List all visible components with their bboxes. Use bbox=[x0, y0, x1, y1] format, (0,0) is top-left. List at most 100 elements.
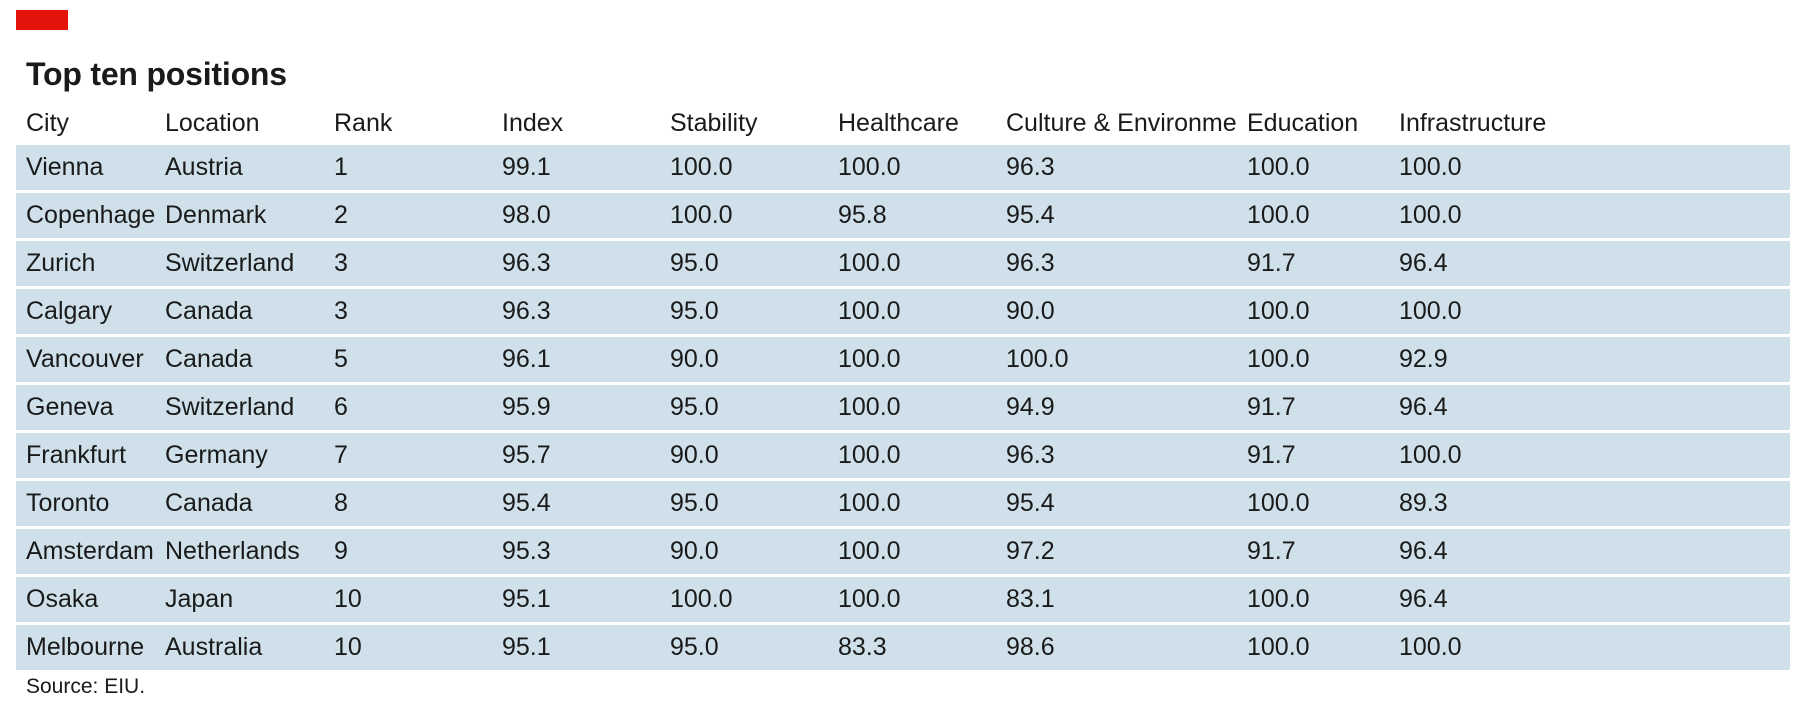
table-cell-city: Calgary bbox=[16, 289, 155, 337]
table-cell-city: Toronto bbox=[16, 481, 155, 529]
table-cell-infrastructure: 92.9 bbox=[1389, 337, 1790, 385]
table-cell-infrastructure: 89.3 bbox=[1389, 481, 1790, 529]
table-cell-education: 100.0 bbox=[1237, 145, 1389, 193]
table-cell-city: Amsterdam bbox=[16, 529, 155, 577]
table-cell-healthcare: 100.0 bbox=[828, 337, 996, 385]
column-header-rank: Rank bbox=[324, 102, 492, 145]
table-row: Geneva Switzerland 6 95.9 95.0 100.0 94.9 91.7 9… bbox=[16, 385, 1790, 433]
table-cell-culture-and-environment: 95.4 bbox=[996, 193, 1237, 241]
table-cell-infrastructure: 96.4 bbox=[1389, 577, 1790, 625]
table-cell-index: 95.1 bbox=[492, 577, 660, 625]
table-cell-city: Osaka bbox=[16, 577, 155, 625]
table-cell-infrastructure: 96.4 bbox=[1389, 241, 1790, 289]
column-header-index: Index bbox=[492, 102, 660, 145]
column-header-education: Education bbox=[1237, 102, 1389, 145]
table-cell-culture-and-environment: 94.9 bbox=[996, 385, 1237, 433]
table-cell-location: Switzerland bbox=[155, 241, 324, 289]
table-cell-index: 96.1 bbox=[492, 337, 660, 385]
column-header-location: Location bbox=[155, 102, 324, 145]
table-cell-stability: 95.0 bbox=[660, 625, 828, 670]
table-cell-index: 95.9 bbox=[492, 385, 660, 433]
table-cell-rank: 7 bbox=[324, 433, 492, 481]
column-header-infrastructure: Infrastructure bbox=[1389, 102, 1790, 145]
table-cell-education: 100.0 bbox=[1237, 337, 1389, 385]
table-cell-culture-and-environment: 83.1 bbox=[996, 577, 1237, 625]
table-cell-index: 99.1 bbox=[492, 145, 660, 193]
table-cell-infrastructure: 100.0 bbox=[1389, 145, 1790, 193]
table-cell-index: 96.3 bbox=[492, 241, 660, 289]
table-cell-stability: 100.0 bbox=[660, 577, 828, 625]
table-cell-location: Canada bbox=[155, 289, 324, 337]
table-cell-city: Geneva bbox=[16, 385, 155, 433]
column-header-culture-and-environment: Culture & Environment bbox=[996, 102, 1237, 145]
table-cell-education: 100.0 bbox=[1237, 289, 1389, 337]
table-row: Osaka Japan 10 95.1 100.0 100.0 83.1 100.0 96.4 bbox=[16, 577, 1790, 625]
table-cell-education: 91.7 bbox=[1237, 529, 1389, 577]
table-cell-stability: 95.0 bbox=[660, 241, 828, 289]
table-cell-culture-and-environment: 90.0 bbox=[996, 289, 1237, 337]
table-cell-education: 100.0 bbox=[1237, 625, 1389, 670]
table-cell-rank: 2 bbox=[324, 193, 492, 241]
table-body: Vienna Austria 1 99.1 100.0 100.0 96.3 100.0 100… bbox=[16, 145, 1790, 670]
table-cell-education: 100.0 bbox=[1237, 577, 1389, 625]
table-cell-healthcare: 100.0 bbox=[828, 481, 996, 529]
table-cell-city: Frankfurt bbox=[16, 433, 155, 481]
table-cell-index: 98.0 bbox=[492, 193, 660, 241]
column-header-healthcare: Healthcare bbox=[828, 102, 996, 145]
table-cell-healthcare: 83.3 bbox=[828, 625, 996, 670]
table-cell-education: 91.7 bbox=[1237, 385, 1389, 433]
table-cell-culture-and-environment: 95.4 bbox=[996, 481, 1237, 529]
data-table: City Location Rank Index Stability Healthcare… bbox=[16, 102, 1790, 670]
table-cell-education: 91.7 bbox=[1237, 433, 1389, 481]
table-row: Melbourne Australia 10 95.1 95.0 83.3 98.6 100.… bbox=[16, 625, 1790, 670]
table-cell-culture-and-environment: 98.6 bbox=[996, 625, 1237, 670]
table-cell-healthcare: 100.0 bbox=[828, 433, 996, 481]
table-cell-index: 96.3 bbox=[492, 289, 660, 337]
table-cell-education: 91.7 bbox=[1237, 241, 1389, 289]
table-cell-stability: 90.0 bbox=[660, 529, 828, 577]
table-row: Toronto Canada 8 95.4 95.0 100.0 95.4 100.0 89.3 bbox=[16, 481, 1790, 529]
table-cell-infrastructure: 100.0 bbox=[1389, 193, 1790, 241]
table-cell-index: 95.1 bbox=[492, 625, 660, 670]
table-cell-stability: 90.0 bbox=[660, 433, 828, 481]
table-cell-culture-and-environment: 100.0 bbox=[996, 337, 1237, 385]
table-cell-infrastructure: 96.4 bbox=[1389, 529, 1790, 577]
table-cell-healthcare: 100.0 bbox=[828, 145, 996, 193]
table-cell-culture-and-environment: 96.3 bbox=[996, 241, 1237, 289]
table-cell-rank: 9 bbox=[324, 529, 492, 577]
table-cell-stability: 100.0 bbox=[660, 145, 828, 193]
chart-title: Top ten positions bbox=[26, 56, 287, 92]
table-row: Vancouver Canada 5 96.1 90.0 100.0 100.0 100.0 9… bbox=[16, 337, 1790, 385]
table-cell-infrastructure: 96.4 bbox=[1389, 385, 1790, 433]
table-cell-city: Vancouver bbox=[16, 337, 155, 385]
table-cell-stability: 95.0 bbox=[660, 481, 828, 529]
table-row: Calgary Canada 3 96.3 95.0 100.0 90.0 100.0 100.… bbox=[16, 289, 1790, 337]
table-cell-rank: 6 bbox=[324, 385, 492, 433]
header-row: City Location Rank Index Stability Healthcare… bbox=[16, 102, 1790, 145]
table-row: Zurich Switzerland 3 96.3 95.0 100.0 96.3 91.7 9… bbox=[16, 241, 1790, 289]
table-cell-rank: 5 bbox=[324, 337, 492, 385]
table-cell-stability: 95.0 bbox=[660, 385, 828, 433]
table-cell-location: Canada bbox=[155, 481, 324, 529]
table-cell-culture-and-environment: 96.3 bbox=[996, 145, 1237, 193]
table-cell-rank: 3 bbox=[324, 289, 492, 337]
table-cell-healthcare: 100.0 bbox=[828, 385, 996, 433]
table-cell-healthcare: 100.0 bbox=[828, 289, 996, 337]
accent-bar bbox=[16, 10, 68, 30]
table-cell-city: Vienna bbox=[16, 145, 155, 193]
table-cell-education: 100.0 bbox=[1237, 193, 1389, 241]
table-cell-location: Japan bbox=[155, 577, 324, 625]
table-cell-location: Germany bbox=[155, 433, 324, 481]
table-row: Frankfurt Germany 7 95.7 90.0 100.0 96.3 91.7 10… bbox=[16, 433, 1790, 481]
table-cell-index: 95.4 bbox=[492, 481, 660, 529]
table-cell-city: Melbourne bbox=[16, 625, 155, 670]
table-cell-culture-and-environment: 97.2 bbox=[996, 529, 1237, 577]
table-cell-healthcare: 100.0 bbox=[828, 529, 996, 577]
table-cell-location: Netherlands bbox=[155, 529, 324, 577]
table-cell-rank: 8 bbox=[324, 481, 492, 529]
table-cell-infrastructure: 100.0 bbox=[1389, 433, 1790, 481]
table-cell-location: Australia bbox=[155, 625, 324, 670]
table-cell-city: Zurich bbox=[16, 241, 155, 289]
column-header-stability: Stability bbox=[660, 102, 828, 145]
table-cell-location: Switzerland bbox=[155, 385, 324, 433]
